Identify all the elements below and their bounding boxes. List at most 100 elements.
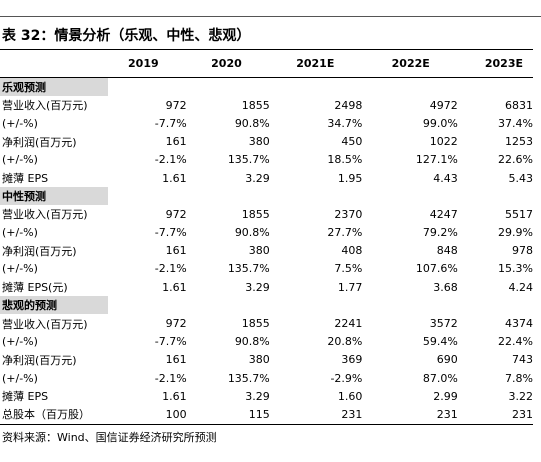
cell: 1022: [429, 135, 458, 149]
row-label: (+/-%): [2, 153, 38, 167]
column-header: 2020: [186, 49, 270, 78]
cell: 3572: [429, 317, 458, 331]
cell: 972: [165, 317, 187, 331]
cell: -2.1%: [154, 153, 187, 167]
cell: 4.43: [433, 171, 458, 185]
cell: 59.4%: [422, 335, 458, 349]
cell: -7.7%: [154, 335, 187, 349]
cell: 90.8%: [234, 116, 270, 130]
data-row: 营业收入(百万元) 972 1855 2370 4247 5517: [0, 205, 533, 223]
cell: 22.4%: [498, 335, 533, 349]
cell: 37.4%: [498, 116, 533, 130]
data-row: 营业收入(百万元) 972 1855 2241 3572 4374: [0, 314, 533, 332]
column-header: 2019: [108, 49, 187, 78]
cell: 2241: [334, 317, 363, 331]
cell: 848: [436, 244, 458, 258]
cell: 972: [165, 207, 187, 221]
data-row: (+/-%) -2.1% 135.7% -2.9% 87.0% 7.8%: [0, 369, 533, 387]
cell: 3.29: [245, 171, 270, 185]
section-label: 悲观的预测: [0, 296, 109, 315]
row-label: (+/-%): [2, 335, 38, 349]
cell: 1.61: [162, 171, 187, 185]
section-fill: [108, 296, 533, 314]
cell: 2370: [334, 207, 363, 221]
cell: -2.1%: [154, 262, 187, 276]
row-label: 净利润(百万元): [2, 244, 77, 258]
cell: 1.95: [337, 171, 363, 185]
row-label: 总股本（百万股）: [0, 405, 109, 425]
table-title: 表 32：情景分析（乐观、中性、悲观）: [2, 28, 251, 44]
cell: 380: [248, 353, 270, 367]
cell: 380: [248, 244, 270, 258]
row-label: 营业收入(百万元): [2, 99, 88, 113]
source-note: 资料来源：Wind、国信证券经济研究所预测: [2, 431, 217, 444]
row-label: (+/-%): [2, 116, 38, 130]
data-row: (+/-%) -2.1% 135.7% 18.5% 127.1% 22.6%: [0, 151, 533, 169]
cell: 5517: [505, 207, 533, 221]
data-row: 净利润(百万元) 161 380 450 1022 1253: [0, 133, 533, 151]
corner: [0, 49, 109, 78]
cell: 1855: [241, 317, 270, 331]
cell: 3.22: [508, 389, 534, 403]
column-header: 2023E: [457, 49, 533, 78]
cell: 3.29: [245, 280, 270, 294]
cell: 1855: [241, 98, 270, 112]
data-row: 摊薄 EPS 1.61 3.29 1.95 4.43 5.43: [0, 169, 533, 187]
data-row: 总股本（百万股） 100 115 231 231 231: [0, 405, 533, 425]
cell: 5.43: [508, 171, 534, 185]
cell: 15.3%: [498, 262, 533, 276]
cell: 161: [165, 135, 187, 149]
cell: 2.99: [433, 389, 458, 403]
cell: 20.8%: [327, 335, 363, 349]
cell: 450: [341, 135, 363, 149]
cell: 4247: [429, 207, 458, 221]
cell: 107.6%: [415, 262, 458, 276]
section-label: 中性预测: [0, 187, 109, 206]
cell: 99.0%: [422, 116, 458, 130]
column-header: 2022E: [362, 49, 458, 78]
section-label: 乐观预测: [0, 77, 109, 97]
section-fill: [108, 78, 533, 97]
row-label: 摊薄 EPS(元): [2, 281, 68, 295]
cell: 231: [362, 405, 458, 425]
cell: 4972: [429, 98, 458, 112]
cell: 135.7%: [227, 153, 270, 167]
section-row: 乐观预测: [0, 77, 533, 97]
cell: 6831: [505, 98, 533, 112]
cell: 4.24: [508, 280, 534, 294]
column-header: 2021E: [269, 49, 363, 78]
cell: 115: [186, 405, 270, 425]
cell: 1.60: [337, 389, 363, 403]
row-label: 摊薄 EPS: [2, 172, 49, 186]
cell: 3.68: [433, 280, 458, 294]
cell: 22.6%: [498, 153, 533, 167]
cell: 743: [512, 353, 533, 367]
cell: 1855: [241, 207, 270, 221]
row-label: 营业收入(百万元): [2, 208, 88, 222]
cell: 4374: [505, 317, 533, 331]
scenario-table: 2019 2020 2021E 2022E 2023E 乐观预测营业收入(百万元) 972…: [0, 49, 533, 425]
cell: -2.1%: [154, 371, 187, 385]
row-label: 净利润(百万元): [2, 135, 77, 149]
cell: 87.0%: [422, 371, 458, 385]
data-row: (+/-%) -7.7% 90.8% 20.8% 59.4% 22.4%: [0, 333, 533, 351]
row-label: 净利润(百万元): [2, 353, 77, 367]
cell: 135.7%: [227, 371, 270, 385]
cell: 3.29: [245, 389, 270, 403]
cell: 972: [165, 98, 187, 112]
section-fill: [108, 187, 533, 205]
cell: 369: [341, 353, 363, 367]
cell: 380: [248, 135, 270, 149]
cell: 29.9%: [498, 226, 533, 240]
cell: 127.1%: [415, 153, 458, 167]
cell: 1.61: [162, 389, 187, 403]
data-row: (+/-%) -2.1% 135.7% 7.5% 107.6% 15.3%: [0, 260, 533, 278]
cell: 161: [165, 353, 187, 367]
data-row: (+/-%) -7.7% 90.8% 34.7% 99.0% 37.4%: [0, 114, 533, 132]
row-label: (+/-%): [2, 226, 38, 240]
row-label: (+/-%): [2, 262, 38, 276]
cell: 90.8%: [234, 335, 270, 349]
section-row: 悲观的预测: [0, 296, 533, 315]
cell: 1.61: [162, 280, 187, 294]
